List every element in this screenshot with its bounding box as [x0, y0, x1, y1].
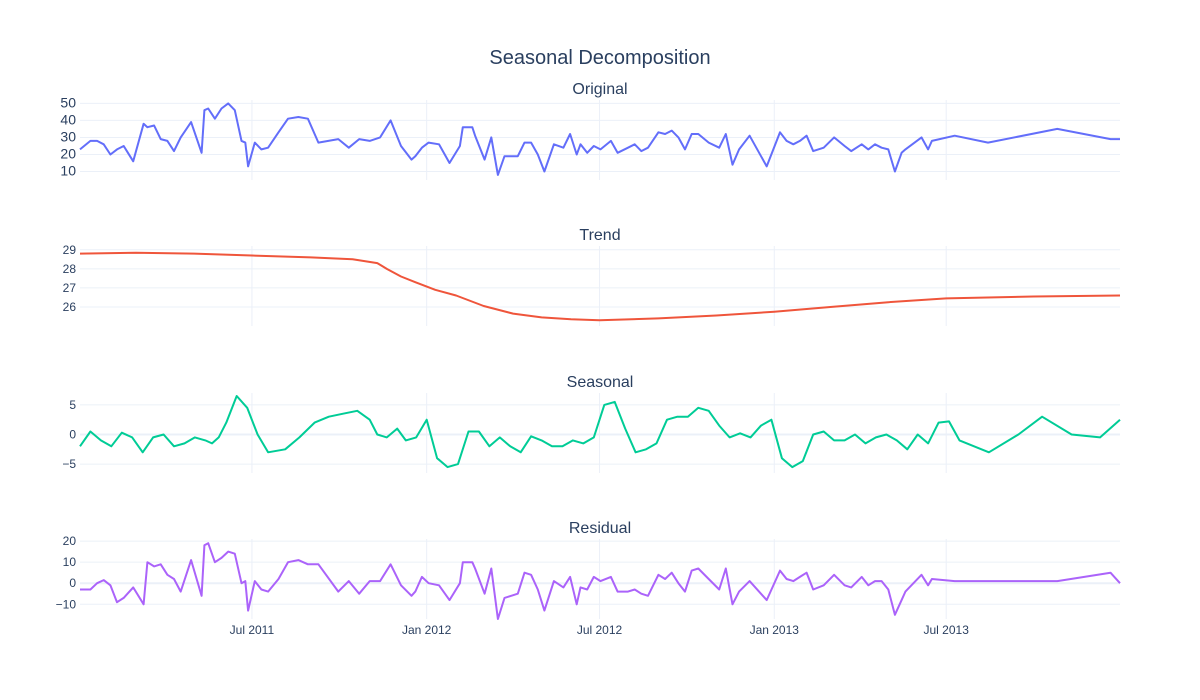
panel-title-seasonal: Seasonal — [567, 374, 634, 391]
x-tick-label-0: Jul 2011 — [230, 623, 275, 637]
y-tick-label-trend-1: 27 — [63, 281, 77, 295]
y-tick-label-original-3: 40 — [60, 111, 76, 127]
y-tick-label-original-2: 30 — [60, 128, 76, 144]
y-tick-label-residual-0: −10 — [56, 597, 77, 611]
y-tick-label-residual-1: 0 — [69, 576, 76, 590]
y-tick-label-original-4: 50 — [60, 94, 76, 110]
x-tick-label-3: Jan 2013 — [750, 623, 800, 637]
y-tick-label-seasonal-1: 0 — [69, 427, 76, 441]
y-tick-label-original-1: 20 — [60, 145, 76, 161]
y-tick-label-original-0: 10 — [60, 162, 76, 178]
y-tick-label-residual-3: 20 — [63, 534, 77, 548]
series-line-trend — [79, 251, 1121, 322]
x-tick-label-4: Jul 2013 — [924, 623, 970, 637]
y-tick-label-seasonal-2: 5 — [69, 398, 76, 412]
y-tick-label-residual-2: 10 — [63, 555, 77, 569]
series-line-original — [79, 102, 1120, 176]
x-tick-label-1: Jan 2012 — [402, 623, 452, 637]
y-tick-label-trend-3: 29 — [63, 243, 77, 257]
series-line-residual — [80, 542, 1121, 620]
panel-title-original: Original — [572, 81, 627, 98]
series-line-seasonal — [79, 395, 1121, 469]
y-tick-label-trend-0: 26 — [63, 300, 77, 314]
y-tick-label-trend-2: 28 — [63, 262, 77, 276]
y-tick-label-seasonal-0: −5 — [62, 457, 76, 471]
x-tick-label-2: Jul 2012 — [577, 623, 623, 637]
chart-title: Seasonal Decomposition — [489, 47, 710, 69]
panel-title-residual: Residual — [569, 520, 631, 537]
panel-title-trend: Trend — [579, 227, 620, 244]
